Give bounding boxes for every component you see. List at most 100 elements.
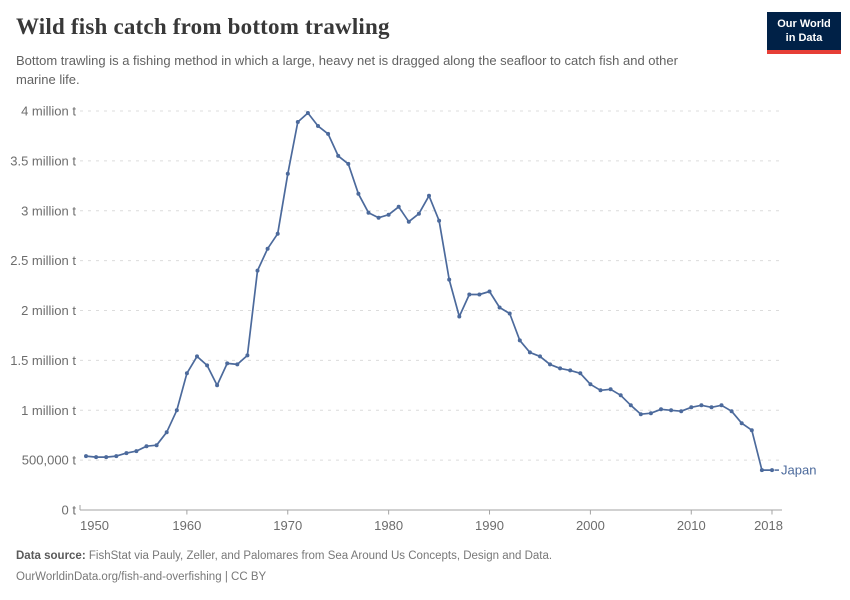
data-point[interactable] — [406, 219, 411, 224]
data-point[interactable] — [558, 366, 563, 371]
data-point[interactable] — [477, 292, 482, 297]
data-point[interactable] — [487, 289, 492, 294]
series-label-japan[interactable]: Japan — [781, 463, 816, 478]
data-point[interactable] — [527, 350, 532, 355]
data-point[interactable] — [366, 210, 371, 215]
y-tick-label: 500,000 t — [22, 453, 77, 468]
y-tick-label: 0 t — [62, 503, 77, 518]
data-point[interactable] — [154, 443, 159, 448]
data-point[interactable] — [709, 405, 714, 410]
data-point[interactable] — [396, 204, 401, 209]
owid-logo-line1: Our World — [777, 18, 831, 30]
y-tick-label: 2 million t — [21, 303, 76, 318]
footer-license-link[interactable]: CC BY — [231, 570, 267, 583]
data-point[interactable] — [659, 407, 663, 412]
data-point[interactable] — [255, 268, 260, 273]
grid-layer — [80, 110, 782, 461]
data-point[interactable] — [184, 371, 189, 376]
data-point[interactable] — [124, 451, 129, 456]
data-point[interactable] — [174, 408, 179, 413]
data-point[interactable] — [578, 371, 583, 376]
data-point[interactable] — [719, 403, 724, 408]
data-point[interactable] — [94, 455, 99, 460]
data-point[interactable] — [275, 231, 280, 236]
footer-link[interactable]: OurWorldinData.org/fish-and-overfishing — [16, 570, 222, 583]
x-tick-label: 1970 — [273, 518, 302, 533]
owid-logo-stripe — [767, 49, 841, 54]
data-point[interactable] — [699, 403, 704, 408]
data-point[interactable] — [225, 361, 230, 366]
data-point[interactable] — [588, 382, 593, 387]
data-point[interactable] — [749, 428, 754, 433]
data-point[interactable] — [376, 215, 381, 220]
data-point[interactable] — [164, 430, 169, 435]
footer-source-label: Data source: — [16, 550, 86, 562]
data-point[interactable] — [689, 405, 694, 410]
footer-source-line: Data source: FishStat via Pauly, Zeller,… — [16, 546, 552, 567]
data-point[interactable] — [770, 468, 774, 473]
chart-title: Wild fish catch from bottom trawling — [16, 14, 390, 39]
footer-separator: | — [224, 570, 228, 583]
data-point[interactable] — [235, 362, 240, 367]
x-tick-label: 1980 — [374, 518, 403, 533]
data-point[interactable] — [295, 120, 300, 124]
data-point[interactable] — [679, 409, 684, 414]
y-tick-label: 2.5 million t — [10, 253, 76, 268]
x-tick-label: 2000 — [576, 518, 605, 533]
owid-logo[interactable]: Our World in Data — [767, 12, 841, 54]
data-point[interactable] — [386, 212, 391, 217]
data-point[interactable] — [628, 403, 633, 408]
data-point[interactable] — [618, 393, 623, 398]
y-tick-label: 3 million t — [21, 203, 76, 218]
data-point[interactable] — [729, 409, 734, 414]
data-point[interactable] — [346, 161, 351, 166]
data-point[interactable] — [608, 387, 613, 392]
data-point[interactable] — [305, 111, 310, 115]
data-point[interactable] — [638, 412, 643, 417]
footer-license-line: OurWorldinData.org/fish-and-overfishing … — [16, 567, 552, 588]
data-point[interactable] — [205, 363, 210, 368]
data-point[interactable] — [316, 124, 320, 128]
data-point[interactable] — [215, 383, 220, 388]
x-tick-label: 2018 — [754, 518, 783, 533]
data-point[interactable] — [114, 454, 119, 459]
x-tick-label: 1960 — [172, 518, 201, 533]
data-point[interactable] — [538, 354, 542, 359]
data-point[interactable] — [285, 171, 290, 176]
data-point[interactable] — [548, 362, 552, 367]
data-point[interactable] — [356, 191, 361, 196]
data-point[interactable] — [265, 246, 270, 251]
data-point[interactable] — [104, 455, 109, 460]
data-point[interactable] — [134, 449, 139, 454]
data-point[interactable] — [447, 277, 452, 282]
data-point[interactable] — [144, 444, 149, 449]
data-point[interactable] — [669, 408, 674, 413]
data-point[interactable] — [759, 468, 764, 473]
data-point[interactable] — [467, 292, 472, 297]
data-point[interactable] — [84, 454, 88, 459]
data-point[interactable] — [326, 131, 331, 136]
data-point[interactable] — [245, 353, 250, 358]
data-point[interactable] — [416, 211, 421, 216]
data-point[interactable] — [427, 193, 431, 198]
y-tick-label: 1.5 million t — [10, 353, 76, 368]
x-tick-label: 2010 — [677, 518, 706, 533]
owid-logo-text: Our World in Data — [767, 12, 841, 50]
series-line-japan — [85, 112, 773, 471]
data-point[interactable] — [739, 421, 744, 426]
data-point[interactable] — [336, 153, 341, 158]
x-tick-label: 1990 — [475, 518, 504, 533]
chart-subtitle: Bottom trawling is a fishing method in w… — [16, 53, 678, 87]
data-point[interactable] — [568, 368, 573, 373]
data-point[interactable] — [507, 311, 512, 316]
chart-footer: Data source: FishStat via Pauly, Zeller,… — [16, 546, 552, 587]
y-tick-label: 4 million t — [21, 104, 76, 119]
data-point[interactable] — [598, 388, 603, 393]
data-point[interactable] — [648, 411, 653, 416]
data-point[interactable] — [457, 314, 462, 319]
data-point[interactable] — [517, 338, 522, 343]
data-point[interactable] — [437, 218, 442, 223]
data-point[interactable] — [497, 305, 502, 310]
data-point[interactable] — [195, 354, 199, 359]
